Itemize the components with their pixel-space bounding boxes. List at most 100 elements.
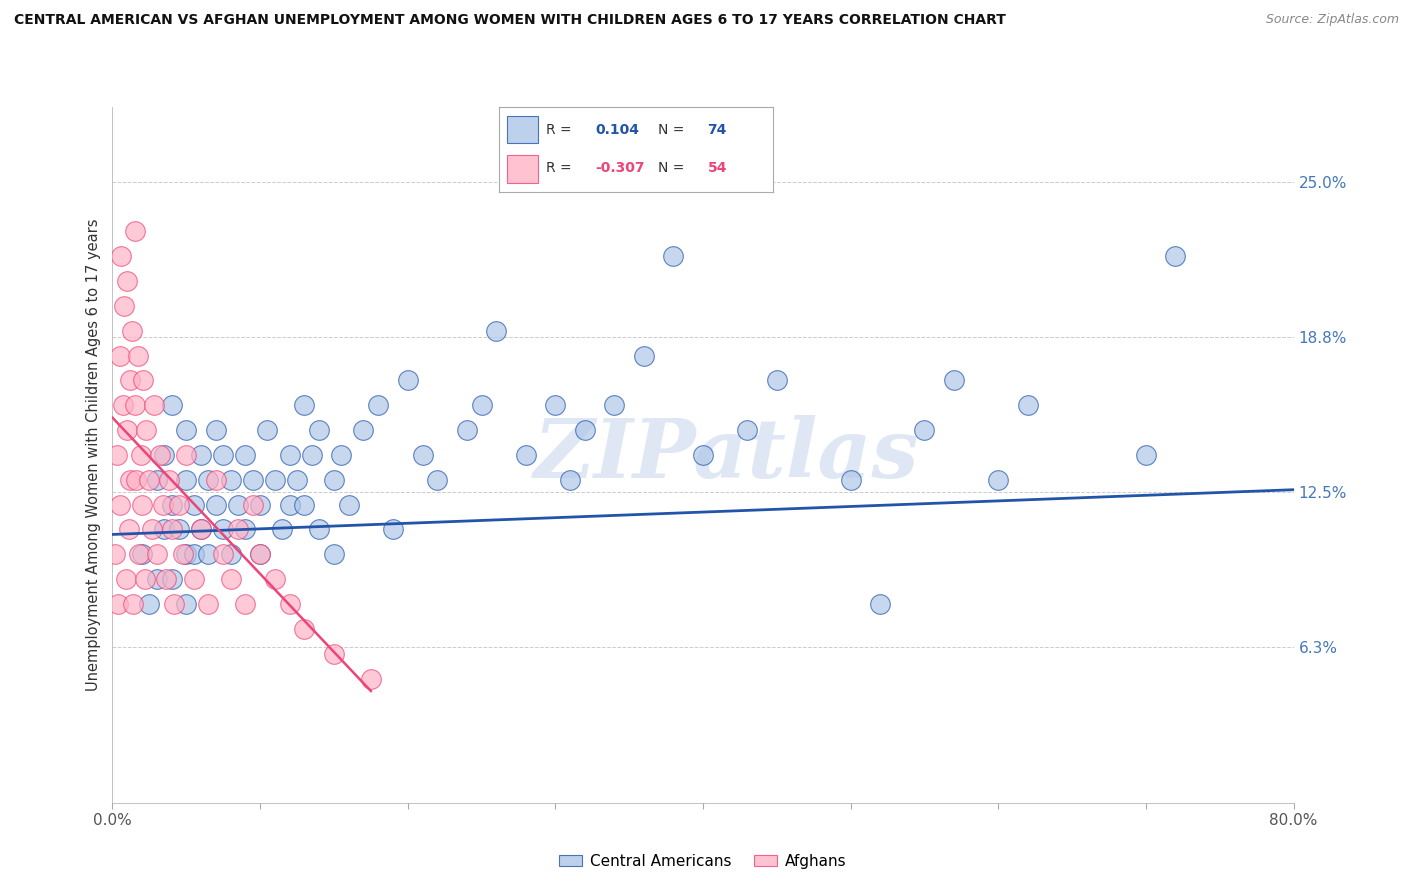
- Point: [104, 547, 127, 561]
- Point: [174, 547, 197, 561]
- Point: [292, 398, 315, 412]
- Point: [107, 597, 129, 611]
- Point: [212, 523, 235, 537]
- Point: [190, 448, 212, 462]
- Point: [146, 547, 169, 561]
- Point: [737, 423, 759, 437]
- Point: [337, 498, 360, 512]
- Point: [153, 523, 176, 537]
- Point: [603, 398, 626, 412]
- Point: [197, 473, 219, 487]
- Point: [129, 448, 152, 462]
- Point: [515, 448, 537, 462]
- Point: [197, 597, 219, 611]
- Point: [141, 523, 163, 537]
- Point: [153, 448, 176, 462]
- Point: [485, 324, 508, 338]
- Point: [942, 373, 965, 387]
- Point: [692, 448, 714, 462]
- Point: [105, 448, 128, 462]
- Point: [120, 373, 142, 387]
- Point: [205, 498, 228, 512]
- Point: [292, 498, 315, 512]
- Point: [183, 498, 205, 512]
- Point: [219, 547, 242, 561]
- Text: 54: 54: [707, 161, 727, 175]
- Point: [308, 423, 330, 437]
- Point: [131, 547, 153, 561]
- Point: [987, 473, 1010, 487]
- Point: [411, 448, 433, 462]
- Point: [124, 398, 146, 412]
- Point: [766, 373, 789, 387]
- Text: Source: ZipAtlas.com: Source: ZipAtlas.com: [1265, 13, 1399, 27]
- Bar: [508, 155, 537, 183]
- Point: [242, 498, 264, 512]
- Text: 74: 74: [707, 123, 727, 136]
- Point: [142, 398, 165, 412]
- Text: R =: R =: [546, 123, 575, 136]
- Point: [256, 423, 278, 437]
- Point: [212, 547, 235, 561]
- Point: [152, 498, 174, 512]
- Point: [914, 423, 936, 437]
- Point: [233, 523, 256, 537]
- Point: [157, 473, 180, 487]
- Point: [124, 224, 146, 238]
- Point: [163, 597, 186, 611]
- Point: [264, 572, 287, 586]
- Point: [249, 547, 271, 561]
- Point: [308, 523, 330, 537]
- Point: [226, 498, 249, 512]
- Point: [242, 473, 264, 487]
- Point: [278, 498, 301, 512]
- Point: [122, 597, 145, 611]
- Point: [160, 572, 183, 586]
- Point: [1017, 398, 1039, 412]
- Point: [160, 398, 183, 412]
- Point: [118, 523, 141, 537]
- Point: [205, 473, 228, 487]
- Point: [108, 498, 131, 512]
- Y-axis label: Unemployment Among Women with Children Ages 6 to 17 years: Unemployment Among Women with Children A…: [86, 219, 101, 691]
- Point: [352, 423, 374, 437]
- Point: [121, 324, 143, 338]
- Point: [1135, 448, 1157, 462]
- Point: [128, 547, 150, 561]
- Point: [249, 498, 271, 512]
- Point: [167, 523, 190, 537]
- Point: [271, 523, 294, 537]
- Point: [183, 572, 205, 586]
- Point: [174, 423, 197, 437]
- Point: [278, 448, 301, 462]
- Text: R =: R =: [546, 161, 575, 175]
- Point: [323, 473, 346, 487]
- Text: N =: N =: [658, 123, 689, 136]
- Point: [426, 473, 449, 487]
- Point: [558, 473, 582, 487]
- Point: [292, 622, 315, 636]
- Point: [323, 547, 346, 561]
- Point: [396, 373, 419, 387]
- Point: [382, 523, 405, 537]
- Point: [160, 523, 183, 537]
- Point: [132, 373, 155, 387]
- Point: [367, 398, 389, 412]
- Legend: Central Americans, Afghans: Central Americans, Afghans: [554, 848, 852, 875]
- Bar: [508, 116, 537, 144]
- Point: [212, 448, 235, 462]
- Point: [470, 398, 494, 412]
- Point: [127, 349, 149, 363]
- Point: [117, 423, 138, 437]
- Text: N =: N =: [658, 161, 689, 175]
- Point: [138, 597, 160, 611]
- Point: [174, 597, 197, 611]
- Point: [131, 498, 153, 512]
- Point: [111, 398, 134, 412]
- Point: [190, 523, 212, 537]
- Point: [138, 473, 160, 487]
- Point: [155, 572, 177, 586]
- Point: [174, 473, 197, 487]
- Point: [197, 547, 219, 561]
- Point: [174, 448, 197, 462]
